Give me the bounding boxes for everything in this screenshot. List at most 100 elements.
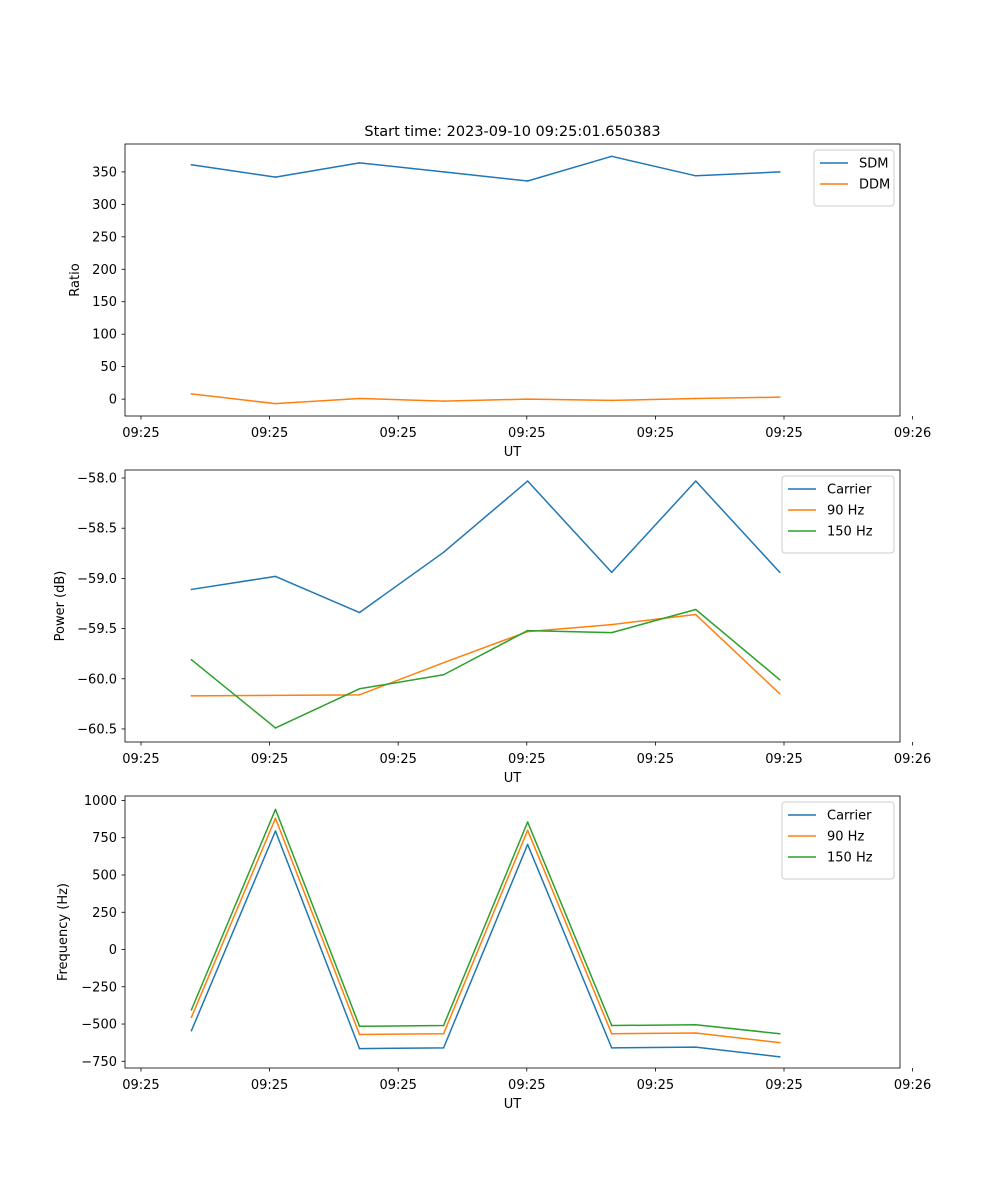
data-point <box>778 693 781 695</box>
y-tick-label: −59.0 <box>77 572 117 587</box>
y-tick-label: −58.5 <box>77 522 117 537</box>
data-point <box>358 611 361 614</box>
y-tick-label: 0 <box>109 393 117 408</box>
x-tick-label: 09:25 <box>637 752 674 767</box>
data-point <box>442 1024 445 1027</box>
subplot-3: 09:25 09:25 09:25 09:25 09:25 09:25 09:26 −750 −… <box>56 794 931 1112</box>
data-point <box>190 658 193 661</box>
series-line-carrier <box>190 830 780 1058</box>
data-point <box>694 397 697 400</box>
data-point <box>190 695 193 697</box>
series-line-sdm <box>191 155 780 182</box>
data-point <box>190 588 193 591</box>
data-point <box>778 396 781 398</box>
data-point <box>190 1016 193 1019</box>
data-point <box>190 163 193 166</box>
y-axis-label: Frequency (Hz) <box>56 883 71 981</box>
legend-label: Carrier <box>827 809 872 824</box>
x-tick-label: 09:25 <box>251 1078 288 1093</box>
x-tick-label: 09:25 <box>637 426 674 441</box>
legend-label: 150 Hz <box>827 525 873 540</box>
charts: 09:25 09:25 09:25 09:25 09:25 09:25 09:26 0 50 10… <box>53 143 931 1112</box>
data-point <box>610 1024 613 1027</box>
data-point <box>610 571 613 574</box>
data-point <box>358 397 361 400</box>
data-point <box>694 1046 697 1048</box>
y-tick-label: 0 <box>109 943 117 958</box>
data-point <box>274 727 277 729</box>
figure-title: Start time: 2023-09-10 09:25:01.650383 <box>364 124 660 140</box>
data-point <box>526 180 529 182</box>
series-line-90-hz <box>190 817 780 1044</box>
series-line-ddm <box>191 393 780 405</box>
data-point <box>274 830 277 832</box>
series-line-90-hz <box>191 613 781 697</box>
axes-frame <box>124 469 901 743</box>
x-tick-label: 09:25 <box>508 426 545 441</box>
y-tick-label: −500 <box>81 1018 117 1033</box>
y-tick-label: −58.0 <box>77 472 117 487</box>
data-point <box>694 608 697 611</box>
data-point <box>358 1025 361 1028</box>
x-tick-label: 09:25 <box>122 752 159 767</box>
data-point <box>694 480 697 482</box>
y-tick-label: 350 <box>92 165 117 180</box>
data-point <box>610 1032 613 1035</box>
x-tick-label: 09:25 <box>508 1078 545 1093</box>
data-point <box>778 171 781 173</box>
data-point <box>694 613 697 616</box>
y-tick-label: −60.0 <box>77 672 117 687</box>
data-point <box>274 808 277 811</box>
data-point <box>610 1047 613 1049</box>
legend: Carrier 90 Hz 150 Hz <box>781 475 895 554</box>
y-tick-label: 500 <box>92 868 117 883</box>
data-point <box>778 1032 781 1035</box>
data-point <box>694 1032 697 1034</box>
data-point <box>526 821 529 823</box>
data-point <box>694 1023 697 1026</box>
data-point <box>190 393 193 395</box>
x-tick-label: 09:26 <box>894 426 931 441</box>
x-tick-label: 09:26 <box>894 1078 931 1093</box>
data-point <box>274 817 277 820</box>
data-point <box>274 176 277 178</box>
x-tick-label: 09:25 <box>251 752 288 767</box>
y-axis-label: Ratio <box>68 263 83 296</box>
y-tick-label: −250 <box>81 980 117 995</box>
series-line-150-hz <box>190 808 780 1035</box>
x-tick-label: 09:25 <box>765 426 802 441</box>
y-tick-label: 250 <box>92 906 117 921</box>
series-line-carrier <box>191 480 781 614</box>
x-tick-label: 09:25 <box>251 426 288 441</box>
x-axis-label: UT <box>504 1097 522 1112</box>
data-point <box>442 400 445 402</box>
legend-box <box>781 475 895 554</box>
x-tick-label: 09:25 <box>122 1078 159 1093</box>
data-point <box>610 155 613 158</box>
x-tick-label: 09:25 <box>379 752 416 767</box>
legend: Carrier 90 Hz 150 Hz <box>781 801 895 880</box>
y-tick-label: −59.5 <box>77 622 117 637</box>
data-point <box>358 688 361 690</box>
data-point <box>358 694 361 696</box>
data-point <box>274 694 277 697</box>
x-tick-label: 09:25 <box>508 752 545 767</box>
y-tick-label: 200 <box>92 263 117 278</box>
data-point <box>442 551 445 554</box>
legend-label: Carrier <box>827 483 872 498</box>
y-tick-label: 1000 <box>84 794 117 809</box>
axes-frame <box>124 795 901 1069</box>
data-point <box>526 829 529 832</box>
data-point <box>778 571 781 574</box>
data-point <box>610 399 613 402</box>
y-tick-label: −750 <box>81 1055 117 1070</box>
x-tick-label: 09:25 <box>122 426 159 441</box>
data-point <box>694 175 697 177</box>
y-tick-label: 150 <box>92 295 117 310</box>
data-point <box>358 1047 361 1050</box>
y-tick-label: 750 <box>92 831 117 846</box>
data-point <box>778 1056 781 1058</box>
series-line-150-hz <box>190 608 781 729</box>
x-tick-label: 09:25 <box>379 426 416 441</box>
